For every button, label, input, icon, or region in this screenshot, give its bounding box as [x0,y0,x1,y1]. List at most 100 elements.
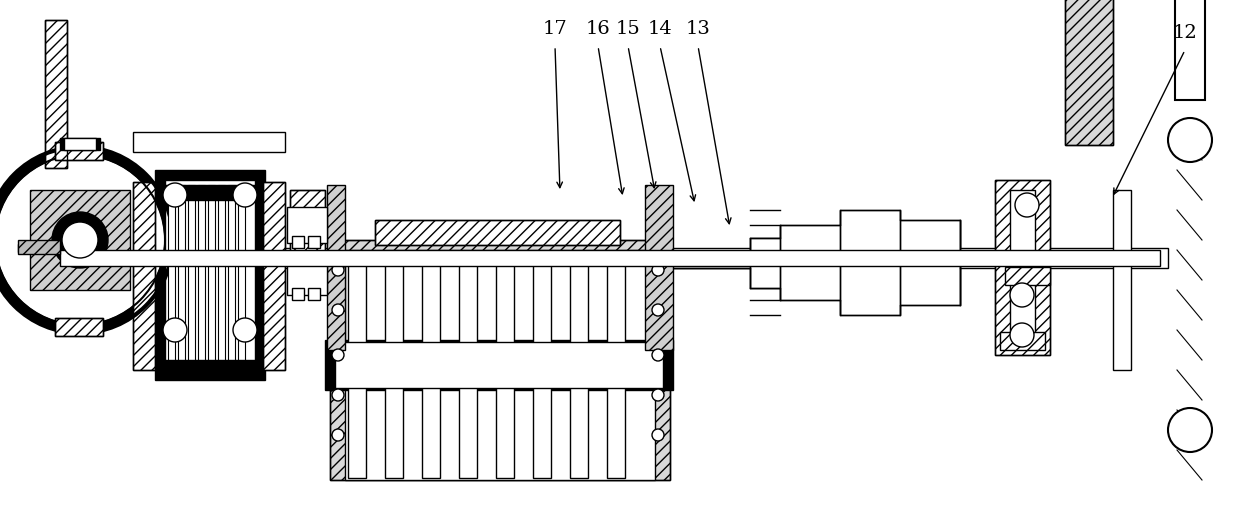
Circle shape [0,155,165,325]
Text: 17: 17 [543,20,568,38]
Bar [208,185,215,365]
Text: 14: 14 [647,20,672,38]
Circle shape [0,147,174,333]
Bar [64,138,95,150]
Bar [198,185,205,365]
Circle shape [58,218,102,262]
Circle shape [332,349,343,361]
Bar [1114,190,1131,370]
Bar [308,236,320,248]
Circle shape [162,318,187,342]
Bar [55,142,103,160]
Bar [162,360,258,375]
Circle shape [1011,283,1034,307]
Circle shape [1011,323,1034,347]
Bar [238,185,246,365]
Bar [286,207,327,243]
Bar [330,240,670,360]
Bar [45,20,67,168]
Bar [348,251,366,343]
Circle shape [332,304,343,316]
Bar [30,190,130,290]
Circle shape [233,318,257,342]
Bar [155,170,265,380]
Bar [60,250,1159,266]
Bar [422,386,440,478]
Bar [228,185,236,365]
Bar [345,250,655,345]
Bar [19,240,60,254]
Circle shape [332,389,343,401]
Bar [1004,267,1050,285]
Circle shape [233,183,257,207]
Bar [459,386,477,478]
Bar [1011,190,1035,345]
Bar [327,185,345,350]
Circle shape [1168,408,1211,452]
Bar [345,385,655,480]
Bar [179,185,185,365]
Bar [645,185,673,350]
Bar [286,259,327,295]
Text: 15: 15 [615,20,640,38]
Bar [290,242,325,290]
Bar [133,182,155,370]
Circle shape [1016,193,1039,217]
Bar [459,251,477,343]
Bar [290,190,325,238]
Bar [348,386,366,478]
Text: 12: 12 [1173,24,1198,42]
Bar [133,182,155,370]
Bar [308,288,320,300]
Bar [167,185,175,365]
Bar [999,332,1045,350]
Circle shape [652,304,663,316]
Bar [263,182,285,370]
Circle shape [1168,118,1211,162]
Bar [1065,0,1114,145]
Circle shape [62,222,98,258]
Bar [45,20,67,168]
Bar [1065,0,1114,145]
Bar [335,342,663,388]
Circle shape [652,389,663,401]
Bar [55,318,103,336]
Bar [19,244,68,252]
Bar [19,248,1168,268]
Bar [291,288,304,300]
Bar [19,248,58,268]
Bar [608,386,625,478]
Circle shape [52,212,108,268]
Bar [1176,0,1205,100]
Bar [263,182,285,370]
Bar [384,251,403,343]
Bar [55,318,103,336]
Bar [330,360,670,480]
Bar [291,236,304,248]
Circle shape [652,349,663,361]
Bar [188,185,195,365]
Circle shape [162,183,187,207]
Bar [994,180,1050,355]
Bar [55,142,103,160]
Bar [384,386,403,478]
Bar [496,386,515,478]
Bar [60,138,100,150]
Bar [330,240,670,360]
Circle shape [332,264,343,276]
Bar [165,180,255,370]
Bar [133,132,285,152]
Bar [533,251,551,343]
Text: 16: 16 [585,20,610,38]
Circle shape [652,264,663,276]
Polygon shape [670,210,960,315]
Bar [330,360,670,480]
Bar [994,180,1050,355]
Bar [218,185,224,365]
Bar [374,220,620,245]
Bar [422,251,440,343]
Circle shape [50,210,110,270]
Circle shape [332,429,343,441]
Bar [374,220,620,245]
Bar [325,340,673,390]
